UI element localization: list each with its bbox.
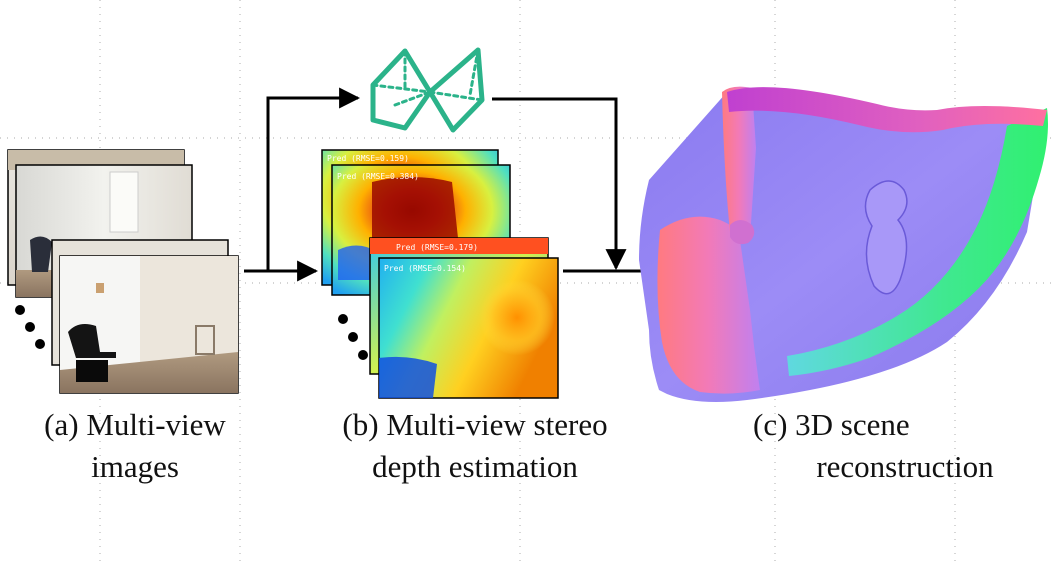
depth-maps: Pred (RMSE=0.159) Pred (RMSE=0.384) Pred… (321, 149, 559, 399)
vertical-ellipsis-icon (338, 314, 368, 360)
photo-frame (59, 255, 239, 394)
caption-line: (a) Multi-view (44, 407, 226, 442)
depth-map-label: Pred (RMSE=0.154) (384, 264, 466, 273)
stereo-camera-icon (370, 47, 485, 133)
caption-line: images (91, 449, 179, 484)
multi-view-images (7, 149, 239, 394)
depth-map-label: Pred (RMSE=0.384) (337, 172, 419, 181)
reconstructed-mesh (639, 86, 1048, 402)
caption-multi-view-images: (a) Multi-view images (10, 404, 260, 488)
depth-map-label: Pred (RMSE=0.159) (327, 154, 409, 163)
caption-line: reconstruction (816, 449, 994, 484)
caption-line: (b) Multi-view stereo (342, 407, 608, 442)
depth-map-label: Pred (RMSE=0.179) (396, 243, 478, 252)
arrow-camera-down (492, 97, 627, 271)
caption-line: (c) 3D scene (753, 407, 910, 442)
vertical-ellipsis-icon (15, 305, 45, 349)
caption-depth-estimation: (b) Multi-view stereo depth estimation (310, 404, 640, 488)
depth-map: Pred (RMSE=0.154) (378, 257, 559, 399)
arrow-to-camera (244, 87, 361, 273)
caption-3d-reconstruction: (c) 3D scene reconstruction (735, 404, 1035, 488)
caption-line: depth estimation (372, 449, 578, 484)
